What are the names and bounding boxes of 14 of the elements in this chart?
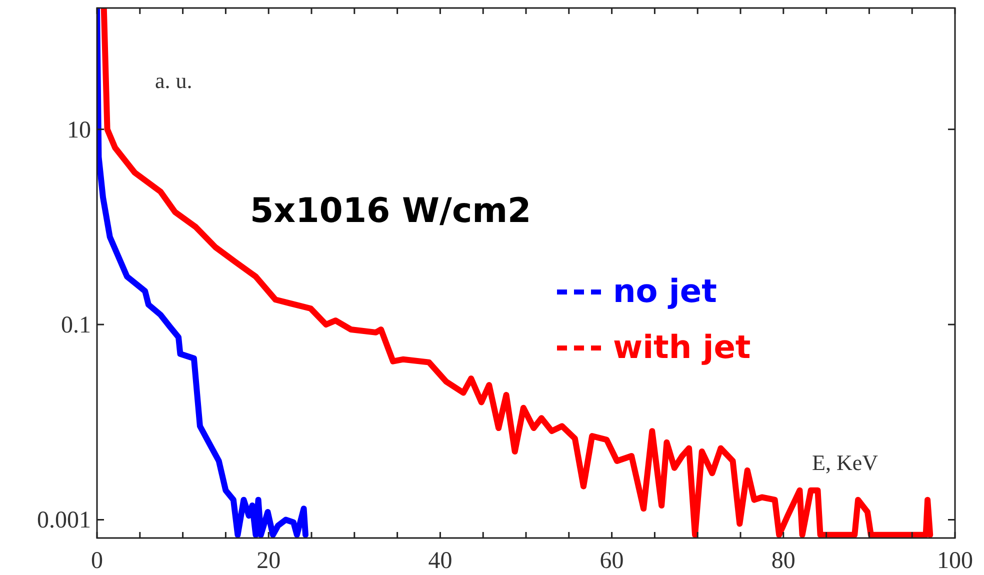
y-axis-title: a. u.: [155, 68, 192, 93]
legend-label: with jet: [613, 328, 751, 366]
x-tick-label: 60: [600, 548, 624, 574]
legend-label: no jet: [613, 272, 717, 310]
x-tick-label: 40: [428, 548, 452, 574]
x-tick-label: 80: [771, 548, 796, 574]
x-tick-label: 0: [91, 548, 103, 574]
x-axis-title: E, KeV: [812, 450, 878, 475]
x-tick-label: 20: [256, 548, 281, 574]
y-tick-label: 0.1: [61, 312, 91, 339]
text: 5x1016 W/cm2: [250, 191, 532, 231]
x-tick-label: 100: [937, 548, 973, 574]
y-tick-label: 0.001: [37, 508, 91, 534]
y-tick-label: 10: [67, 117, 91, 144]
